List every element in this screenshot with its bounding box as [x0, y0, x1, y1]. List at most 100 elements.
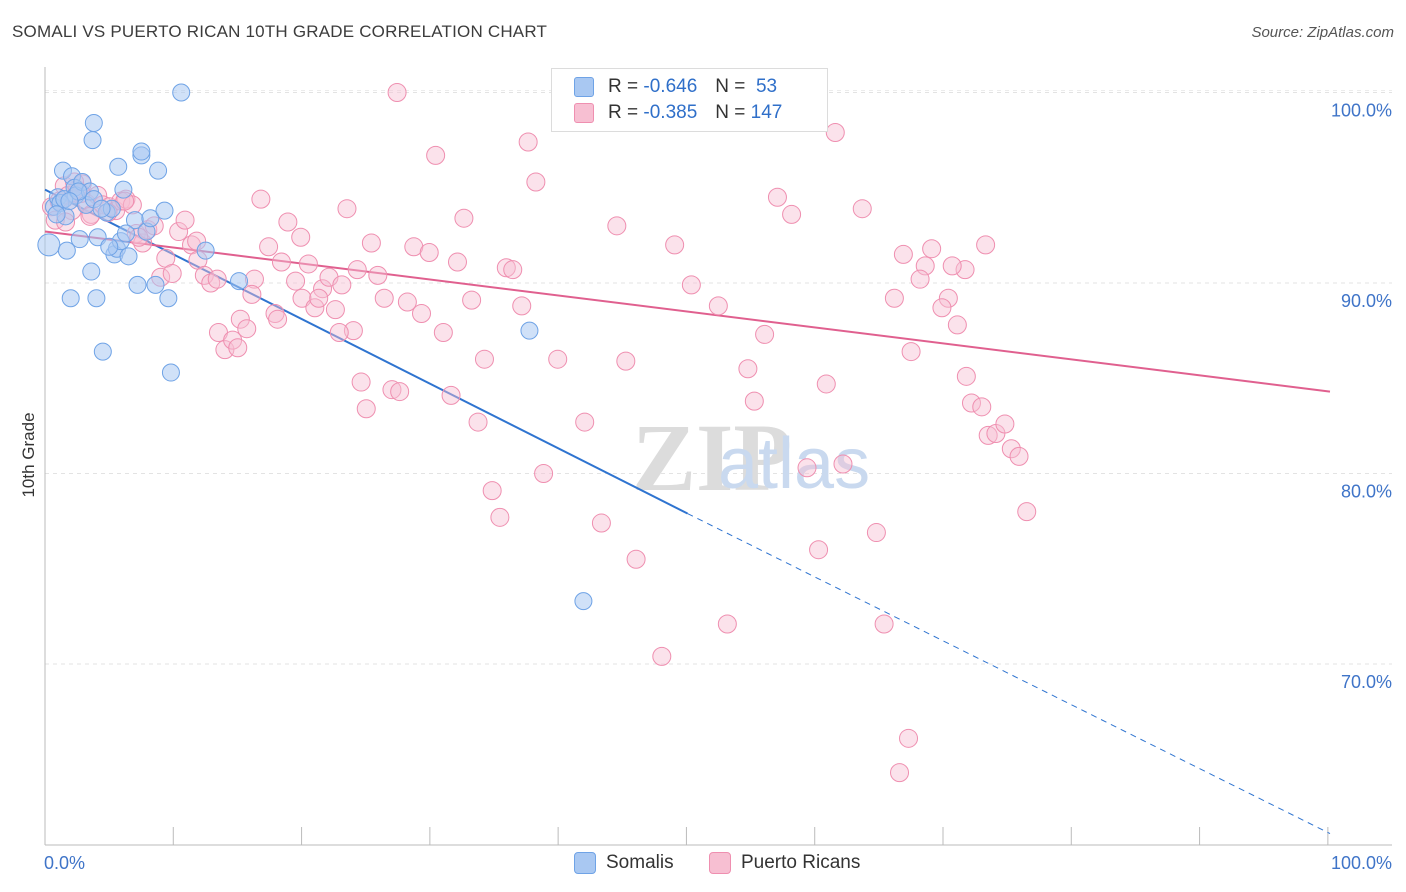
somali-point — [61, 289, 80, 308]
puerto-trendline — [44, 230, 1331, 393]
somali-r-label: R = — [608, 76, 639, 97]
somali-point — [100, 237, 119, 256]
puerto-rican-point — [194, 265, 214, 285]
axes — [44, 67, 1392, 846]
puerto-rican-point — [474, 349, 494, 369]
puerto-rican-point — [995, 414, 1015, 434]
puerto-rican-point — [956, 366, 976, 386]
puerto-rican-point — [825, 122, 845, 142]
chart-title: SOMALI VS PUERTO RICAN 10TH GRADE CORREL… — [12, 22, 548, 41]
legend-row-somali: R = -0.646 N = 53 — [574, 76, 777, 98]
puerto-rican-point — [259, 237, 279, 257]
puerto-rican-point — [893, 244, 913, 264]
legend-item-puerto-ricans: Puerto Ricans — [709, 852, 860, 874]
puerto-rican-point — [292, 288, 312, 308]
somali-point — [155, 201, 174, 220]
puerto-rican-point — [978, 425, 998, 445]
somali-point — [132, 142, 151, 161]
puerto-rican-point — [482, 481, 502, 501]
puerto-rican-point — [681, 275, 701, 295]
puerto-rican-point — [387, 82, 407, 102]
somali-point — [82, 262, 101, 281]
puerto-rican-point — [852, 199, 872, 219]
puerto-rican-point — [961, 393, 981, 413]
y-axis-label: 10th Grade — [19, 412, 38, 497]
somali-point — [172, 83, 191, 102]
puerto-rican-point — [708, 296, 728, 316]
somali-point — [114, 180, 133, 199]
puerto-rican-point — [462, 290, 482, 310]
puerto-rican-point — [162, 263, 182, 283]
somali-point — [88, 228, 107, 247]
puerto-rican-point — [291, 227, 311, 247]
somali-point — [83, 131, 102, 150]
somali-point — [230, 272, 249, 291]
puerto-rican-point — [242, 284, 262, 304]
puerto-rican-point — [976, 235, 996, 255]
puerto-rican-point — [797, 458, 817, 478]
somali-r-value: -0.646 — [643, 76, 698, 97]
puerto-rican-point — [910, 269, 930, 289]
puerto-rican-point — [744, 391, 764, 411]
puerto-rican-point — [412, 303, 432, 323]
x-tick-label: 100.0% — [1331, 853, 1392, 873]
puerto-rican-point — [356, 399, 376, 419]
puerto-rican-point — [237, 319, 257, 339]
puerto-rican-point — [390, 382, 410, 402]
y-tick-label: 100.0% — [1331, 100, 1392, 120]
somali-point — [87, 289, 106, 308]
somali-point — [159, 289, 178, 308]
somali-point — [161, 363, 180, 382]
somali-point — [93, 342, 112, 361]
somali-n-label: N = — [715, 76, 746, 97]
puerto-rican-point — [382, 380, 402, 400]
puerto-rican-point — [251, 189, 271, 209]
puerto-rican-point — [343, 321, 363, 341]
puerto-rican-point — [374, 288, 394, 308]
puerto-rican-point — [591, 513, 611, 533]
puerto-rican-point — [441, 385, 461, 405]
somali-point — [84, 113, 103, 132]
puerto-rican-point — [833, 454, 853, 474]
puerto-rican-point — [490, 507, 510, 527]
puerto-rican-point — [468, 412, 488, 432]
puerto-rican-point — [169, 222, 189, 242]
watermark-atlas: atlas — [718, 424, 870, 504]
puerto-rican-point — [947, 315, 967, 335]
somali-point — [119, 247, 138, 266]
puerto-rican-point — [419, 243, 439, 263]
puerto-rican-point — [1009, 446, 1029, 466]
puerto-rican-point — [397, 292, 417, 312]
puerto-rican-point — [767, 187, 787, 207]
somali-point — [47, 205, 66, 224]
puerto-rican-point — [932, 298, 952, 318]
puerto-rican-point — [351, 372, 371, 392]
puerto-rican-point — [228, 338, 248, 358]
puerto-r-value: -0.385 — [643, 102, 698, 123]
somalis-legend-label: Somalis — [606, 852, 674, 873]
source-label: Source: ZipAtlas.com — [1251, 24, 1394, 41]
somali-point — [116, 224, 135, 243]
y-tick-label: 90.0% — [1341, 291, 1392, 311]
puerto-rican-point — [298, 254, 318, 274]
puerto-swatch — [574, 103, 594, 123]
somali-points — [37, 83, 593, 611]
somali-point — [57, 241, 76, 260]
puerto-rican-point — [347, 260, 367, 280]
puerto-ricans-legend-label: Puerto Ricans — [741, 852, 861, 873]
puerto-rican-point — [426, 145, 446, 165]
puerto-rican-point — [652, 646, 672, 666]
puerto-rican-point — [884, 288, 904, 308]
puerto-rican-point — [809, 540, 829, 560]
puerto-rican-point — [866, 523, 886, 543]
puerto-rican-point — [447, 252, 467, 272]
puerto-rican-point — [313, 279, 333, 299]
puerto-rican-point — [207, 269, 227, 289]
puerto-rican-point — [626, 549, 646, 569]
series-legend: Somalis Puerto Ricans — [0, 852, 1406, 878]
somali-point — [128, 275, 147, 294]
puerto-rican-point — [1017, 502, 1037, 522]
puerto-rican-point — [325, 300, 345, 320]
puerto-rican-point — [874, 614, 894, 634]
puerto-rican-point — [607, 216, 627, 236]
